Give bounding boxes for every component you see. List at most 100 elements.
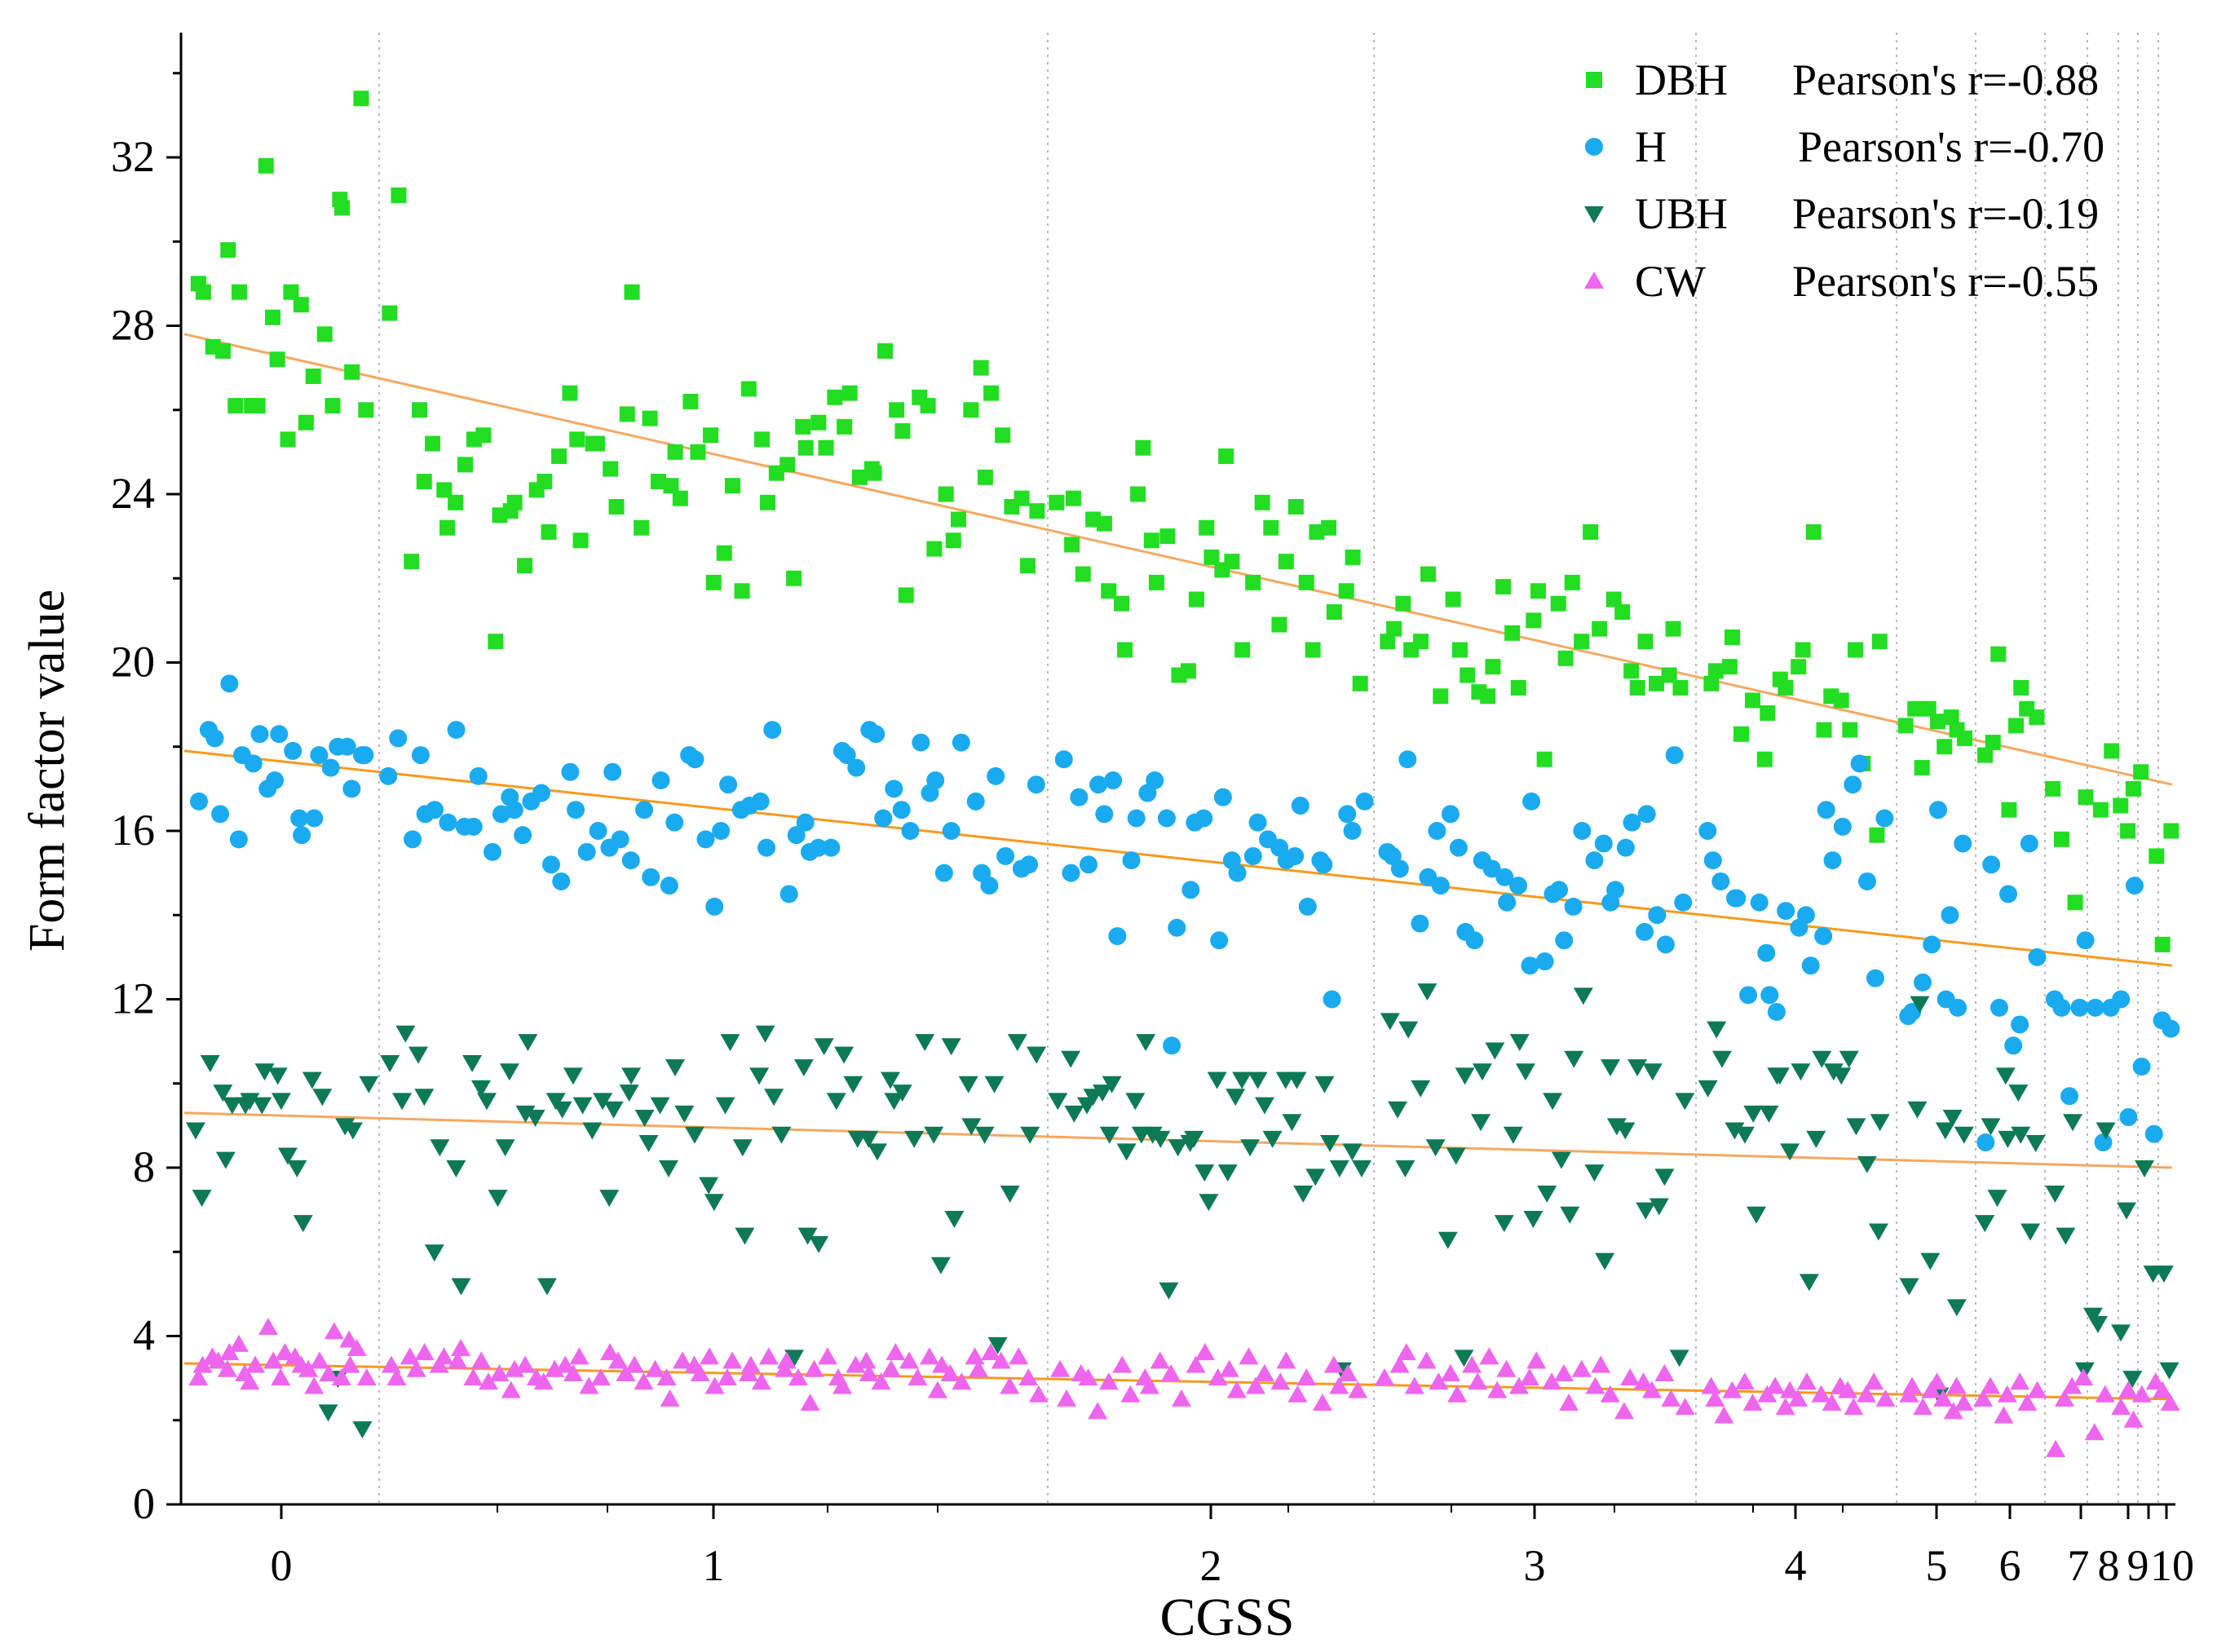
x-tick-label: 4 [1785,1541,1807,1590]
cw-point [634,1372,654,1390]
h-point [1711,872,1730,890]
ubh-point [2063,1114,2083,1132]
h-point [1419,868,1438,886]
dbh-point [214,342,231,359]
y-tick-label: 16 [111,806,155,855]
ubh-point [451,1278,471,1296]
h-point [1248,813,1267,832]
dbh-point [682,393,699,409]
h-point [705,897,724,916]
x-tick-label: 8 [2098,1541,2120,1590]
y-tick-label: 24 [111,469,155,518]
legend-series-label: DBH [1635,55,1728,104]
ubh-point [1799,1274,1819,1292]
h-point [952,733,970,752]
ubh-point [987,1336,1008,1354]
cw-point [1600,1385,1620,1402]
h-point [1398,750,1417,769]
ubh-point [880,1071,900,1089]
cw-point [1120,1385,1141,1402]
h-point [356,746,374,765]
dbh-point [1557,650,1574,666]
ubh-point [563,1067,583,1085]
h-point [1550,881,1569,899]
ubh-point [621,1067,642,1085]
ubh-point [222,1097,242,1115]
ubh-point [380,1054,400,1072]
dbh-point [1130,486,1146,502]
dbh-point [457,457,474,473]
dbh-point [963,402,979,418]
h-point [1449,838,1468,857]
dbh-point [1326,604,1342,621]
cw-point [625,1355,645,1373]
cw-point [1913,1398,1933,1416]
h-point [379,766,398,785]
y-tick-label: 4 [133,1311,155,1360]
cw-point [1337,1363,1358,1381]
ubh-point [2020,1223,2041,1241]
ubh-point [1899,1278,1919,1296]
ubh-point [1509,1034,1530,1052]
cw-point [2118,1380,2139,1398]
dbh-point [2001,802,2017,818]
h-point [293,826,311,845]
h-point [338,737,356,756]
dbh-point [672,490,688,506]
dbh-point [334,200,351,216]
ubh-point [1398,1021,1419,1039]
dbh-trend-line [183,333,2173,786]
cw-point [885,1343,906,1361]
cw-point [1838,1380,1858,1398]
dbh-point [1623,663,1640,679]
dbh-point [1760,705,1776,721]
cw-point [1620,1368,1641,1386]
x-tick-label: 1 [703,1541,725,1590]
cw-point [673,1351,693,1369]
dbh-point [920,398,936,414]
dbh-point [2078,789,2094,806]
y-tick-label: 28 [111,301,155,350]
ubh-point [2011,1126,2031,1144]
cw-point [800,1394,820,1411]
ubh-point [1615,1122,1636,1140]
h-point [1767,1002,1786,1021]
dbh-point [1380,634,1396,650]
cw-point [1788,1389,1808,1407]
h-point [1122,851,1141,870]
cw-point [275,1343,295,1361]
ubh-point [793,1059,814,1077]
cw-point [579,1376,599,1394]
cw-legend-marker [1584,272,1604,289]
dbh-point [1413,634,1429,650]
ubh-point [1020,1126,1040,1144]
ubh-point [1329,1160,1349,1177]
ubh-point [1150,1130,1171,1148]
cw-point [1254,1363,1274,1381]
dbh-point [1707,663,1724,679]
cw-point [590,1368,611,1386]
cw-point [1734,1372,1755,1390]
cw-point [908,1368,928,1386]
cw-point [1526,1351,1547,1369]
ubh-point [1654,1168,1675,1186]
ubh-point [930,1257,951,1274]
dbh-point [1733,726,1749,742]
cw-point [501,1380,521,1398]
legend: DBH Pearson's r=-0.88 H Pearson's r=-0.70 UB… [1584,55,2104,306]
dbh-point [1305,642,1321,658]
cw-point [1479,1347,1499,1365]
dbh-point [1592,621,1608,637]
dbh-point [1536,751,1552,767]
cw-point [229,1334,250,1352]
dbh-point [983,385,1000,401]
ubh-point [552,1101,572,1119]
cw-point [1661,1389,1681,1407]
axes [166,33,2175,1519]
ubh-point [720,1034,740,1052]
ubh-point [1125,1093,1146,1111]
h-point [1665,746,1684,765]
dbh-point [795,418,811,435]
ubh-point [287,1160,307,1177]
dbh-point [866,465,882,481]
